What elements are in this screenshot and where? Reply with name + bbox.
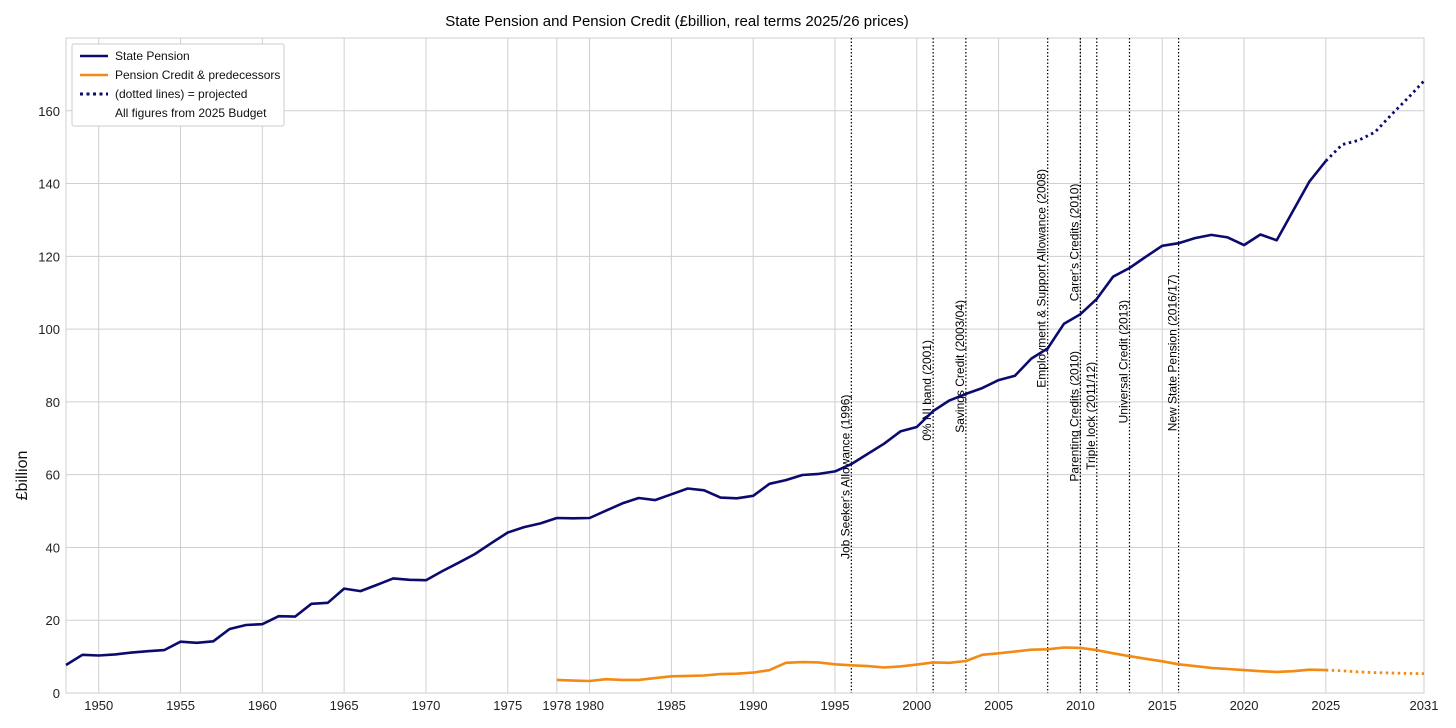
x-tick-label: 1965 [330, 698, 359, 713]
x-tick-label: 1970 [411, 698, 440, 713]
annotation-label: New State Pension (2016/17) [1166, 275, 1180, 432]
chart-title: State Pension and Pension Credit (£billi… [445, 13, 909, 30]
y-tick-label: 160 [38, 104, 60, 119]
y-tick-label: 100 [38, 322, 60, 337]
x-tick-label: 1995 [821, 698, 850, 713]
legend: State Pension Pension Credit & predecesso… [71, 43, 285, 127]
y-tick-label: 120 [38, 249, 60, 264]
annotation-label: Triple lock (2011/12) [1084, 362, 1098, 470]
x-tick-label: 1980 [575, 698, 604, 713]
plot-area [65, 37, 1425, 694]
x-tick-label: 2015 [1148, 698, 1177, 713]
x-tick-label: 1950 [84, 698, 113, 713]
series-line-actual [65, 160, 1327, 667]
series-line-actual [556, 646, 1326, 683]
x-tick-label: 2005 [984, 698, 1013, 713]
x-tick-label: 1955 [166, 698, 195, 713]
annotation-label: Employment & Support Allowance (2008) [1035, 169, 1049, 388]
x-tick-label: 2010 [1066, 698, 1095, 713]
x-tick-label: 1978 [542, 698, 571, 713]
annotation-label: Universal Credit (2013) [1116, 300, 1130, 423]
legend-label: (dotted lines) = projected [115, 87, 247, 101]
x-tick-label: 1975 [493, 698, 522, 713]
annotation-label: Parenting Credits (2010) [1067, 351, 1081, 482]
y-axis-label: £billion [14, 451, 31, 501]
y-tick-label: 60 [46, 468, 60, 483]
y-tick-label: 0 [53, 686, 60, 701]
legend-label: Pension Credit & predecessors [115, 68, 280, 82]
x-tick-label: 2020 [1230, 698, 1259, 713]
x-tick-label: 1990 [739, 698, 768, 713]
legend-label: State Pension [115, 49, 190, 63]
x-tick-label: 2000 [902, 698, 931, 713]
annotation-layer: Job Seeker's Allowance (1996) 0% NI band … [838, 38, 1180, 693]
legend-items: State Pension Pension Credit & predecesso… [80, 49, 280, 120]
legend-label: All figures from 2025 Budget [115, 106, 267, 120]
legend-box [71, 43, 285, 127]
x-tick-label: 1960 [248, 698, 277, 713]
annotation-label: Job Seeker's Allowance (1996) [838, 395, 852, 559]
tick-layer: 0 20 40 60 80 100 120 140 160 1950 1955 1960 1965 197… [38, 104, 1438, 713]
series-line-projected [1325, 668, 1425, 676]
x-tick-label: 2031 [1410, 698, 1439, 713]
annotation-label: 0% NI band (2001) [920, 340, 934, 441]
y-tick-label: 80 [46, 395, 60, 410]
annotation-label: Savings Credit (2003/04) [953, 300, 967, 433]
y-tick-label: 20 [46, 613, 60, 628]
grid-layer [66, 38, 1425, 694]
annotation-label: Carer's Credits (2010) [1067, 184, 1081, 302]
y-tick-label: 140 [38, 177, 60, 192]
series-layer [65, 79, 1426, 683]
y-tick-label: 40 [46, 540, 60, 555]
x-tick-label: 1985 [657, 698, 686, 713]
x-tick-label: 2025 [1311, 698, 1340, 713]
